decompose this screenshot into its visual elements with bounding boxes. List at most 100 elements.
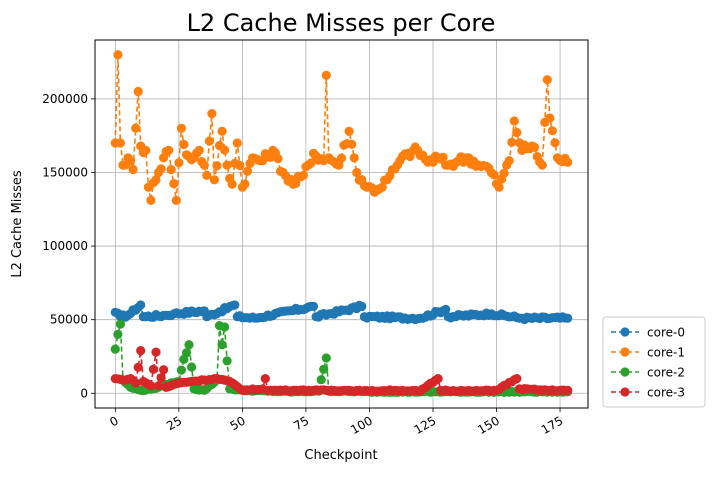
data-point (131, 123, 141, 133)
data-point (146, 195, 156, 205)
data-point (260, 374, 270, 384)
data-point (235, 160, 245, 171)
data-point (542, 75, 552, 85)
legend-marker (620, 327, 630, 337)
legend-marker (620, 387, 630, 397)
data-point (115, 319, 125, 329)
data-point (438, 152, 448, 162)
data-point (550, 138, 560, 148)
data-point (291, 178, 301, 188)
data-point (113, 50, 123, 60)
data-point (169, 179, 179, 189)
data-point (174, 158, 184, 168)
data-point (336, 153, 347, 163)
data-point (222, 356, 232, 366)
plot-frame (94, 39, 589, 409)
y-tick-label: 150000 (42, 165, 88, 179)
data-point (115, 138, 125, 148)
data-point (489, 170, 499, 180)
data-point (133, 362, 143, 372)
data-point (227, 179, 237, 189)
data-point (110, 344, 120, 354)
x-tick-label: 125 (412, 413, 439, 437)
data-point (349, 153, 359, 163)
data-point (494, 182, 504, 192)
data-point (306, 158, 316, 168)
data-point (153, 381, 164, 391)
data-point (194, 145, 204, 155)
legend-marker (620, 367, 630, 377)
data-point (212, 161, 222, 171)
data-point (298, 170, 308, 180)
data-point (141, 145, 151, 155)
data-point (207, 109, 217, 119)
legend-label: core-2 (647, 366, 685, 380)
data-point (209, 175, 219, 185)
x-tick-label: 150 (475, 413, 502, 437)
data-point (563, 157, 573, 167)
data-point (316, 375, 326, 385)
data-point (151, 347, 161, 357)
data-point (159, 365, 169, 375)
y-axis-label: L2 Cache Misses (10, 170, 25, 278)
data-point (240, 179, 250, 189)
data-point (199, 160, 209, 170)
x-tick-label: 75 (291, 413, 311, 433)
data-point (512, 127, 522, 138)
data-point (507, 137, 517, 147)
data-point (217, 126, 227, 136)
data-point (441, 304, 451, 314)
x-tick-label: 100 (348, 413, 375, 437)
data-point (220, 322, 230, 332)
grid-lines (95, 40, 588, 408)
data-point (230, 300, 240, 310)
legend-item: core-1 (611, 346, 685, 360)
legend-marker (620, 347, 630, 357)
data-point (184, 340, 194, 350)
data-point (146, 381, 156, 391)
data-point (220, 145, 230, 155)
data-point (512, 374, 522, 384)
y-tick-label: 0 (80, 386, 88, 400)
legend-item: core-2 (611, 366, 685, 380)
data-point (113, 329, 123, 339)
data-point (222, 160, 232, 170)
series-core-0 (110, 300, 573, 325)
legend-box (602, 316, 706, 408)
data-point (133, 86, 143, 97)
x-axis-label: Checkpoint (304, 448, 377, 463)
data-point (357, 301, 367, 311)
data-point (308, 301, 319, 311)
data-point (530, 142, 540, 152)
data-point (204, 136, 214, 146)
data-point (156, 373, 166, 383)
data-point (166, 165, 176, 175)
y-tick-label: 50000 (50, 313, 88, 327)
data-point (352, 167, 362, 178)
x-tick-label: 0 (107, 413, 121, 429)
data-point (176, 123, 186, 133)
data-point (321, 70, 331, 80)
data-point (499, 168, 509, 178)
data-point (156, 164, 166, 174)
data-point (509, 116, 519, 126)
legend-label: core-0 (647, 326, 685, 340)
data-point (176, 365, 186, 375)
data-point (151, 175, 161, 185)
data-point (217, 340, 227, 350)
data-point (171, 195, 181, 205)
y-tick-label: 200000 (42, 92, 88, 106)
legend-label: core-1 (647, 346, 685, 360)
data-point (136, 346, 146, 356)
data-point (202, 170, 212, 180)
data-point (504, 156, 514, 166)
x-tick-label: 50 (228, 413, 248, 433)
series-core-1 (110, 50, 573, 205)
y-tick-label: 100000 (42, 239, 88, 253)
x-tick-label: 25 (164, 413, 184, 433)
data-point (563, 385, 573, 395)
data-point (187, 362, 197, 372)
data-point (344, 126, 354, 136)
